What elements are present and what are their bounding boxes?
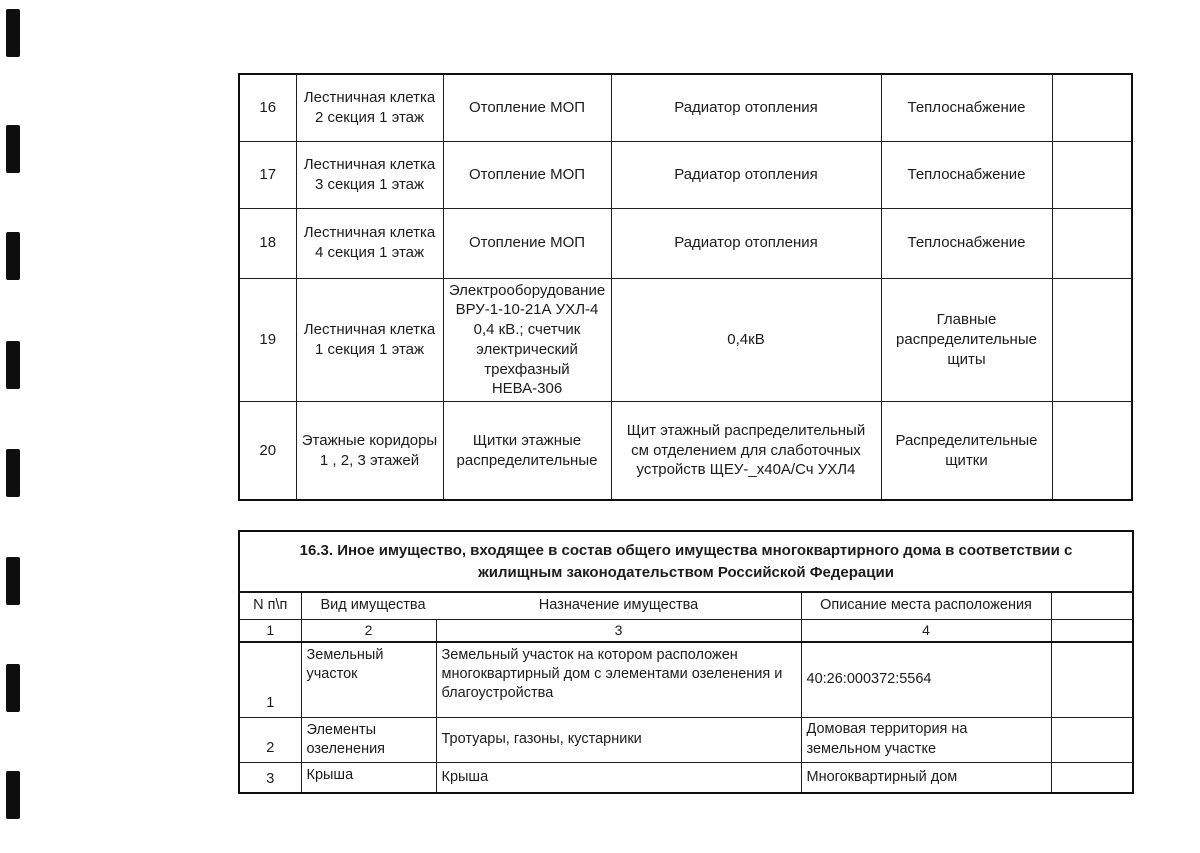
system-cell: Главные распределительные щиты <box>880 277 1053 403</box>
location-cell: Лестничная клетка 3 секция 1 этаж <box>295 140 444 209</box>
header-kind: Вид имущества <box>320 597 426 614</box>
empty-cell <box>1050 761 1134 794</box>
table-row: 19 Лестничная клетка 1 секция 1 этаж Эле… <box>238 277 1133 403</box>
empty-cell <box>1050 591 1134 620</box>
row-number: 20 <box>238 401 297 501</box>
kind-cell: Земельный участок <box>300 641 437 718</box>
column-number: 2 <box>300 619 437 643</box>
table-row: 2 Элементы озеленения Тротуары, газоны, … <box>238 716 1134 763</box>
section-title: 16.3. Иное имущество, входящее в состав … <box>238 530 1134 593</box>
purpose-cell: Электрооборудование ВРУ-1-10-21А УХЛ-4 0… <box>442 277 612 403</box>
system-cell: Распределительные щитки <box>880 401 1053 501</box>
empty-cell <box>1050 716 1134 763</box>
column-number: 3 <box>435 619 802 643</box>
table-row: 18 Лестничная клетка 4 секция 1 этаж Ото… <box>238 207 1133 279</box>
scan-mark <box>6 771 20 819</box>
purpose-cell: Отопление МОП <box>442 73 612 142</box>
section-title-row: 16.3. Иное имущество, входящее в состав … <box>238 530 1134 593</box>
header-purpose: Назначение имущества <box>538 597 699 614</box>
row-number: 16 <box>238 73 297 142</box>
empty-cell <box>1051 73 1133 142</box>
empty-cell <box>1050 619 1134 643</box>
column-number: 4 <box>800 619 1052 643</box>
column-number-row: 1 2 3 4 <box>238 619 1134 643</box>
location-cell: Лестничная клетка 4 секция 1 этаж <box>295 207 444 279</box>
purpose-cell: Отопление МОП <box>442 207 612 279</box>
purpose-cell: Тротуары, газоны, кустарники <box>435 716 802 763</box>
header-row: N п\п Вид имущества Назначение имущества… <box>238 591 1134 620</box>
description-cell: Радиатор отопления <box>610 73 882 142</box>
location-cell: Многоквартирный дом <box>800 761 1052 794</box>
scan-mark <box>6 341 20 389</box>
table-row: 17 Лестничная клетка 3 секция 1 этаж Ото… <box>238 140 1133 209</box>
header-location: Описание места расположения <box>800 591 1052 620</box>
purpose-cell: Щитки этажные распределительные <box>442 401 612 501</box>
row-number: 3 <box>238 761 302 794</box>
scan-mark <box>6 125 20 173</box>
scan-mark <box>6 557 20 605</box>
description-cell: Радиатор отопления <box>610 207 882 279</box>
system-cell: Теплоснабжение <box>880 207 1053 279</box>
location-cell: Лестничная клетка 2 секция 1 этаж <box>295 73 444 142</box>
purpose-cell: Земельный участок на котором расположен … <box>435 641 802 718</box>
location-cell: Этажные коридоры 1 , 2, 3 этажей <box>295 401 444 501</box>
empty-cell <box>1051 207 1133 279</box>
purpose-cell: Крыша <box>435 761 802 794</box>
row-number: 1 <box>238 641 302 718</box>
equipment-table: 16 Лестничная клетка 2 секция 1 этаж Ото… <box>238 73 1133 501</box>
scan-mark <box>6 449 20 497</box>
empty-cell <box>1050 641 1134 718</box>
kind-cell: Элементы озеленения <box>300 716 437 763</box>
header-kind-purpose: Вид имущества Назначение имущества <box>300 591 802 620</box>
system-cell: Теплоснабжение <box>880 140 1053 209</box>
table-row: 16 Лестничная клетка 2 секция 1 этаж Ото… <box>238 73 1133 142</box>
kind-cell: Крыша <box>300 761 437 794</box>
location-cell: Домовая территория на земельном участке <box>800 716 1052 763</box>
table-row: 20 Этажные коридоры 1 , 2, 3 этажей Щитк… <box>238 401 1133 501</box>
other-property-table: 16.3. Иное имущество, входящее в состав … <box>238 530 1135 794</box>
row-number: 2 <box>238 716 302 763</box>
scan-mark <box>6 664 20 712</box>
row-number: 18 <box>238 207 297 279</box>
description-cell: 0,4кВ <box>610 277 882 403</box>
location-cell: 40:26:000372:5564 <box>800 641 1052 718</box>
description-cell: Щит этажный распределительный см отделен… <box>610 401 882 501</box>
empty-cell <box>1051 140 1133 209</box>
row-number: 19 <box>238 277 297 403</box>
scan-mark <box>6 9 20 57</box>
row-number: 17 <box>238 140 297 209</box>
table-row: 1 Земельный участок Земельный участок на… <box>238 641 1134 718</box>
table-row: 3 Крыша Крыша Многоквартирный дом <box>238 761 1134 794</box>
empty-cell <box>1051 277 1133 403</box>
column-number: 1 <box>238 619 302 643</box>
purpose-cell: Отопление МОП <box>442 140 612 209</box>
scan-mark <box>6 232 20 280</box>
location-cell: Лестничная клетка 1 секция 1 этаж <box>295 277 444 403</box>
empty-cell <box>1051 401 1133 501</box>
description-cell: Радиатор отопления <box>610 140 882 209</box>
header-num: N п\п <box>238 591 302 620</box>
system-cell: Теплоснабжение <box>880 73 1053 142</box>
